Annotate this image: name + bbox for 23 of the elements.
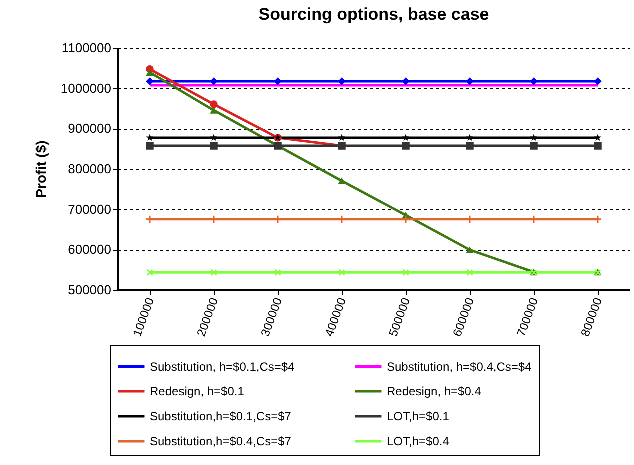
legend-label: LOT,h=$0.1	[387, 410, 450, 424]
y-tick-label: 1000000	[60, 80, 112, 96]
y-tick-label: 500000	[68, 282, 112, 298]
y-axis-title: Profit ($)	[32, 140, 49, 198]
x-tick-label: 400000	[322, 296, 350, 339]
legend-label: Substitution, h=$0.4,Cs=$4	[387, 360, 532, 374]
y-tick-label: 900000	[68, 121, 112, 136]
x-tick-label: 600000	[450, 296, 478, 339]
chart-title: Sourcing options, base case	[258, 5, 490, 24]
legend-label: Redesign, h=$0.1	[150, 384, 245, 398]
legend-label: Substitution,h=$0.1,Cs=$7	[150, 410, 292, 424]
y-tick-label: 600000	[68, 242, 112, 258]
x-tick-label: 300000	[258, 296, 286, 339]
y-tick-label: 800000	[68, 162, 112, 176]
legend-label: Substitution, h=$0.1,Cs=$4	[150, 360, 296, 374]
legend-label: Substitution,h=$0.4,Cs=$7	[150, 434, 292, 448]
x-tick-label: 200000	[194, 296, 222, 339]
legend-label: Redesign, h=$0.4	[387, 384, 482, 398]
y-tick-label: 700000	[68, 202, 112, 217]
x-tick-label: 100000	[130, 296, 158, 339]
legend-label: LOT,h=$0.4	[387, 434, 450, 448]
y-tick-label: 1100000	[62, 40, 112, 56]
x-tick-label: 800000	[578, 296, 606, 339]
